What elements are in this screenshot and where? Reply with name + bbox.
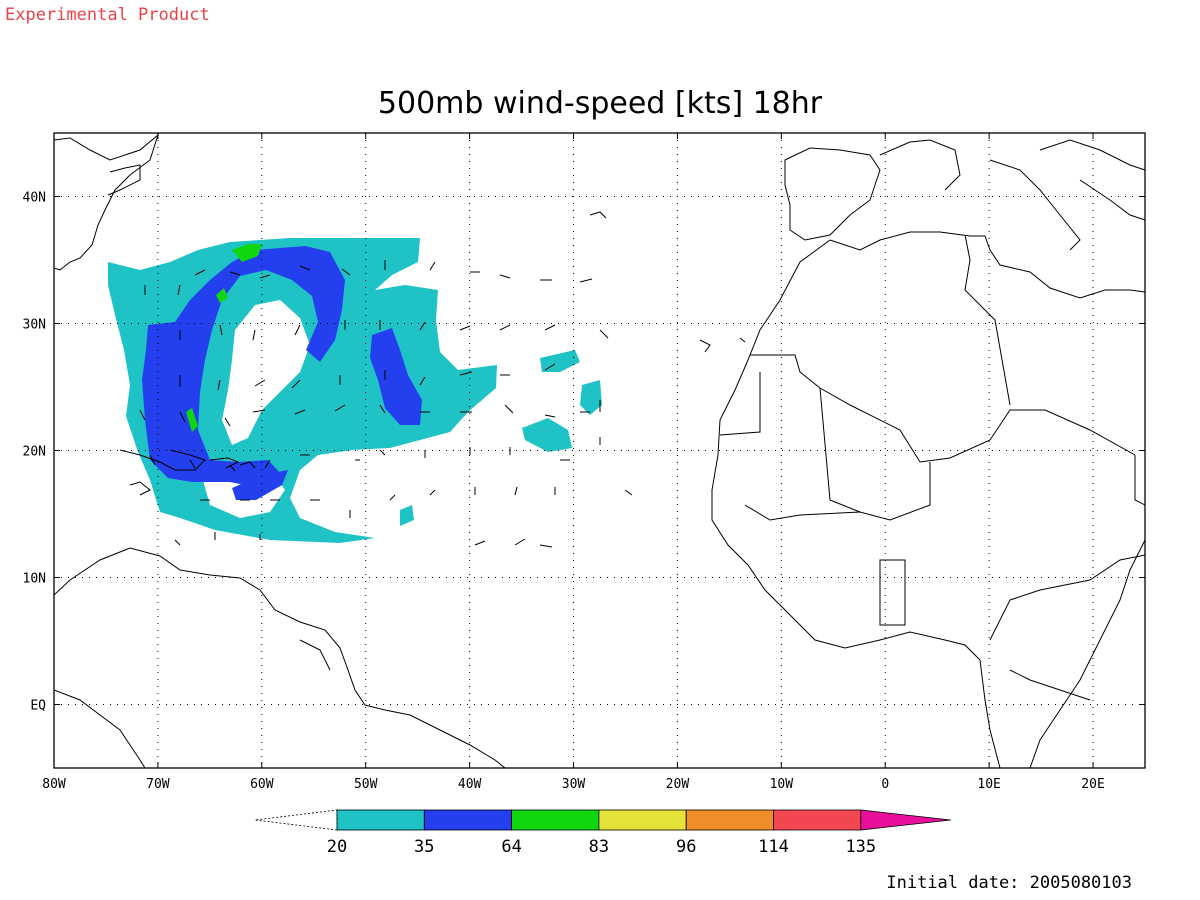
initial-date-label: Initial date: 2005080103 xyxy=(886,873,1132,893)
experimental-product-label: Experimental Product xyxy=(5,5,210,25)
wind-vectors xyxy=(139,260,609,548)
colorbar-label: 83 xyxy=(589,837,609,857)
lat-tick-label: 30N xyxy=(23,318,46,333)
wind-field-35kt-east xyxy=(370,328,422,425)
lon-tick-label: 20W xyxy=(666,777,690,792)
lon-tick-label: 30W xyxy=(562,777,586,792)
wind-field-35kt-south xyxy=(232,470,288,500)
colorbar-swatch xyxy=(685,809,774,831)
chart-title: 500mb wind-speed [kts] 18hr xyxy=(378,86,823,121)
colorbar-swatch xyxy=(336,809,425,831)
lon-tick-label: 10E xyxy=(977,777,1000,792)
colorbar: 20 35 64 83 96 114 135 xyxy=(254,809,951,857)
axis-ticks xyxy=(53,133,1145,768)
wind-field-20kt-east-3 xyxy=(522,418,572,452)
wind-field-64kt-2 xyxy=(216,288,228,303)
colorbar-label: 35 xyxy=(414,837,434,857)
colorbar-swatch xyxy=(598,809,687,831)
colorbar-swatch xyxy=(511,809,600,831)
longitude-labels: 80W 70W 60W 50W 40W 30W 20W 10W 0 10E 20E xyxy=(42,777,1105,792)
lon-tick-label: 60W xyxy=(250,777,274,792)
lon-tick-label: 50W xyxy=(354,777,378,792)
wind-field-64kt xyxy=(232,244,262,262)
colorbar-low-arrow xyxy=(254,809,338,831)
colorbar-label: 20 xyxy=(327,837,347,857)
wind-field-20kt-east xyxy=(540,350,580,372)
lat-tick-label: 20N xyxy=(23,445,46,460)
map-area xyxy=(54,133,1145,768)
colorbar-swatch xyxy=(773,809,862,831)
lon-tick-label: 0 xyxy=(881,777,889,792)
lat-tick-label: EQ xyxy=(30,699,46,714)
graticule xyxy=(54,133,1145,768)
lon-tick-label: 10W xyxy=(770,777,794,792)
colorbar-label: 64 xyxy=(501,837,521,857)
wind-shading xyxy=(108,238,602,543)
lat-tick-label: 40N xyxy=(23,191,46,206)
lat-tick-label: 10N xyxy=(23,572,46,587)
colorbar-high-arrow xyxy=(860,809,951,831)
wind-field-64kt-3 xyxy=(186,408,198,432)
coastlines xyxy=(54,133,1145,768)
calm-region xyxy=(222,300,310,445)
colorbar-label: 114 xyxy=(758,837,789,857)
colorbar-label: 135 xyxy=(845,837,876,857)
colorbar-swatch xyxy=(423,809,512,831)
wind-field-20kt-south xyxy=(400,505,414,526)
lon-tick-label: 20E xyxy=(1081,777,1104,792)
wind-field-20kt-east-2 xyxy=(580,380,602,415)
latitude-labels: 40N 30N 20N 10N EQ xyxy=(23,191,47,714)
lon-tick-label: 70W xyxy=(146,777,170,792)
lon-tick-label: 80W xyxy=(42,777,66,792)
lon-tick-label: 40W xyxy=(458,777,482,792)
colorbar-label: 96 xyxy=(676,837,696,857)
